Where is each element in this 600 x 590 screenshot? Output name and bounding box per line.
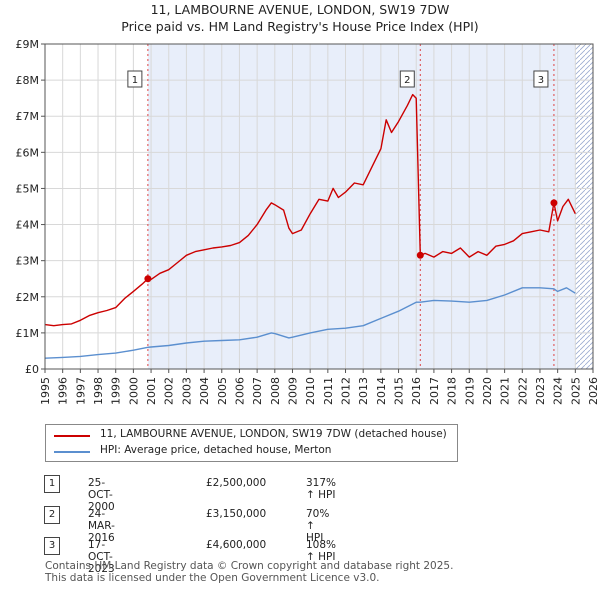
- x-tick-label: 2003: [180, 377, 193, 405]
- y-tick-label: £3M: [16, 255, 40, 268]
- sale-number: 2: [44, 506, 60, 524]
- x-tick-label: 2018: [446, 377, 459, 405]
- sale-label-box: [533, 70, 549, 88]
- x-tick-label: 2025: [569, 377, 582, 405]
- x-tick-label: 2017: [428, 377, 441, 405]
- legend-label-property: 11, LAMBOURNE AVENUE, LONDON, SW19 7DW (…: [100, 428, 447, 440]
- x-tick-label: 2007: [251, 377, 264, 405]
- x-tick-label: 2022: [516, 377, 529, 405]
- plot-border: [44, 43, 594, 370]
- sale-point: [144, 275, 152, 283]
- x-tick-label: 2001: [145, 377, 158, 405]
- x-tick-label: 2006: [233, 377, 246, 405]
- owned-period-shade: [147, 44, 576, 369]
- sale-label-text: 1: [132, 75, 138, 86]
- y-tick-label: £9M: [16, 38, 40, 51]
- forecast-hatch: [575, 44, 593, 369]
- legend-label-hpi: HPI: Average price, detached house, Mert…: [100, 444, 332, 456]
- legend-entry-hpi: HPI: Average price, detached house, Mert…: [46, 444, 457, 460]
- sale-number: 1: [44, 475, 60, 493]
- y-tick-label: £5M: [16, 182, 40, 195]
- chart-subtitle: Price paid vs. HM Land Registry's House …: [121, 19, 479, 34]
- x-tick-label: 1996: [57, 377, 70, 405]
- footer-copyright: Contains HM Land Registry data © Crown c…: [45, 560, 454, 572]
- sale-label-text: 3: [538, 75, 544, 86]
- y-tick-label: £2M: [16, 291, 40, 304]
- x-tick-label: 2008: [269, 377, 282, 405]
- sale-point: [550, 199, 558, 207]
- sale-point: [416, 251, 424, 259]
- sale-label-text: 2: [404, 75, 410, 86]
- x-tick-label: 1998: [92, 377, 105, 405]
- sale-date: 17-OCT-2023: [88, 539, 115, 575]
- y-tick-label: £1M: [16, 327, 40, 340]
- sale-price: £2,500,000: [206, 477, 267, 489]
- y-tick-label: £4M: [16, 219, 40, 232]
- x-tick-label: 2012: [340, 377, 353, 405]
- x-tick-label: 2010: [304, 377, 317, 405]
- sale-number: 3: [44, 537, 60, 555]
- x-tick-label: 1995: [39, 377, 52, 405]
- sale-hpi-change: 108% ↑ HPI: [306, 539, 337, 563]
- x-tick-label: 2013: [357, 377, 370, 405]
- chart-title: 11, LAMBOURNE AVENUE, LONDON, SW19 7DW: [150, 2, 450, 17]
- x-tick-label: 2023: [534, 377, 547, 405]
- x-tick-label: 2014: [375, 377, 388, 405]
- legend: 11, LAMBOURNE AVENUE, LONDON, SW19 7DW (…: [45, 424, 458, 462]
- x-tick-label: 2021: [499, 377, 512, 405]
- sale-price: £4,600,000: [206, 539, 267, 551]
- x-tick-label: 2024: [552, 377, 565, 405]
- x-tick-label: 2005: [216, 377, 229, 405]
- x-tick-label: 2004: [198, 377, 211, 405]
- x-tick-label: 2015: [393, 377, 406, 405]
- y-tick-label: £6M: [16, 146, 40, 159]
- x-tick-label: 2002: [163, 377, 176, 405]
- sale-hpi-change: 70% ↑ HPI: [306, 508, 330, 544]
- x-tick-label: 2026: [587, 377, 600, 405]
- x-tick-label: 2009: [286, 377, 299, 405]
- legend-entry-property: 11, LAMBOURNE AVENUE, LONDON, SW19 7DW (…: [46, 428, 457, 444]
- sale-price: £3,150,000: [206, 508, 267, 520]
- y-tick-label: £8M: [16, 74, 40, 87]
- sale-date: 24-MAR-2016: [88, 508, 115, 544]
- x-tick-label: 1999: [110, 377, 123, 405]
- x-tick-label: 1997: [74, 377, 87, 405]
- sale-hpi-change: 317% ↑ HPI: [306, 477, 337, 501]
- y-tick-label: £7M: [16, 110, 40, 123]
- sale-date: 25-OCT-2000: [88, 477, 115, 513]
- x-tick-label: 2011: [322, 377, 335, 405]
- price-chart: £0 £1M £2M £3M £4M £5M £6M £7M £8M £9M 1995 1996 199…: [16, 38, 600, 405]
- x-tick-label: 2000: [127, 377, 140, 405]
- y-tick-label: £0: [25, 363, 39, 376]
- legend-swatch-hpi: [54, 451, 90, 453]
- x-tick-label: 2020: [481, 377, 494, 405]
- sale-label-box: [399, 70, 415, 88]
- footer-licence: This data is licensed under the Open Gov…: [45, 572, 380, 584]
- property-series-line: [44, 93, 576, 327]
- sale-label-box: [127, 70, 143, 88]
- x-tick-label: 2019: [463, 377, 476, 405]
- hpi-series-line: [44, 287, 576, 359]
- legend-swatch-property: [54, 435, 90, 437]
- x-tick-label: 2016: [410, 377, 423, 405]
